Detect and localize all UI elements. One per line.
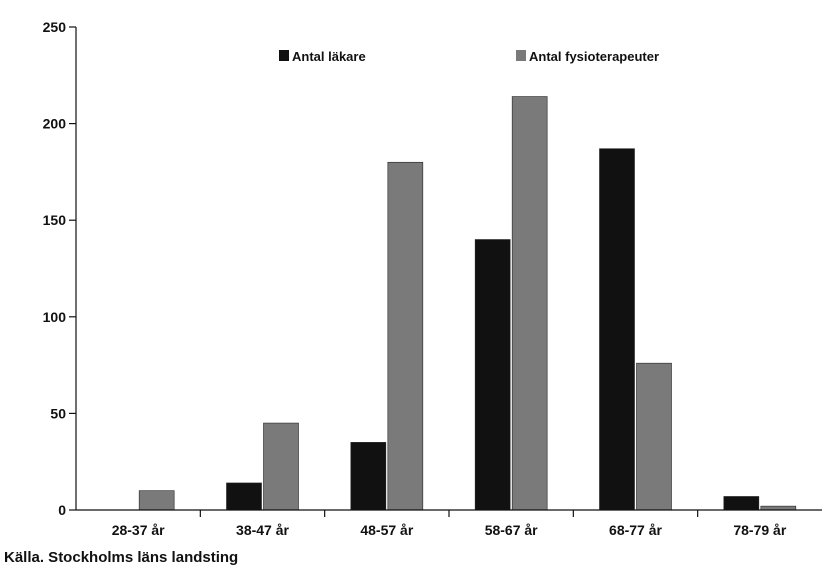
source-note: Källa. Stockholms läns landsting xyxy=(4,549,239,566)
y-tick-label: 0 xyxy=(58,502,66,518)
x-tick-label: 58-67 år xyxy=(485,522,538,538)
x-tick-label: 78-79 år xyxy=(733,522,786,538)
y-tick-label: 100 xyxy=(43,309,67,325)
bar-lakare-4 xyxy=(599,148,635,511)
bar-lakare-1 xyxy=(226,482,262,511)
bar-fysioterapeuter-1 xyxy=(263,422,299,511)
y-tick-label: 200 xyxy=(43,116,67,132)
x-tick-label: 38-47 år xyxy=(236,522,289,538)
bar-fysioterapeuter-4 xyxy=(636,362,672,511)
bar-fysioterapeuter-3 xyxy=(511,96,548,511)
bar-lakare-2 xyxy=(350,442,387,511)
legend-label-fysioterapeuter: Antal fysioterapeuter xyxy=(529,49,659,64)
bar-fysioterapeuter-0 xyxy=(138,490,175,511)
y-tick-label: 150 xyxy=(43,212,67,228)
y-tick-label: 50 xyxy=(50,405,66,421)
legend-swatch-lakare xyxy=(279,50,289,61)
bar-lakare-5 xyxy=(723,496,760,511)
legend-label-lakare: Antal läkare xyxy=(292,49,366,64)
x-tick-label: 48-57 år xyxy=(360,522,413,538)
y-tick-label: 250 xyxy=(43,19,67,35)
x-tick-label: 28-37 år xyxy=(112,522,165,538)
bar-fysioterapeuter-2 xyxy=(387,161,424,511)
bar-lakare-3 xyxy=(474,239,511,511)
x-tick-label: 68-77 år xyxy=(609,522,662,538)
legend-swatch-fysioterapeuter xyxy=(516,50,526,61)
